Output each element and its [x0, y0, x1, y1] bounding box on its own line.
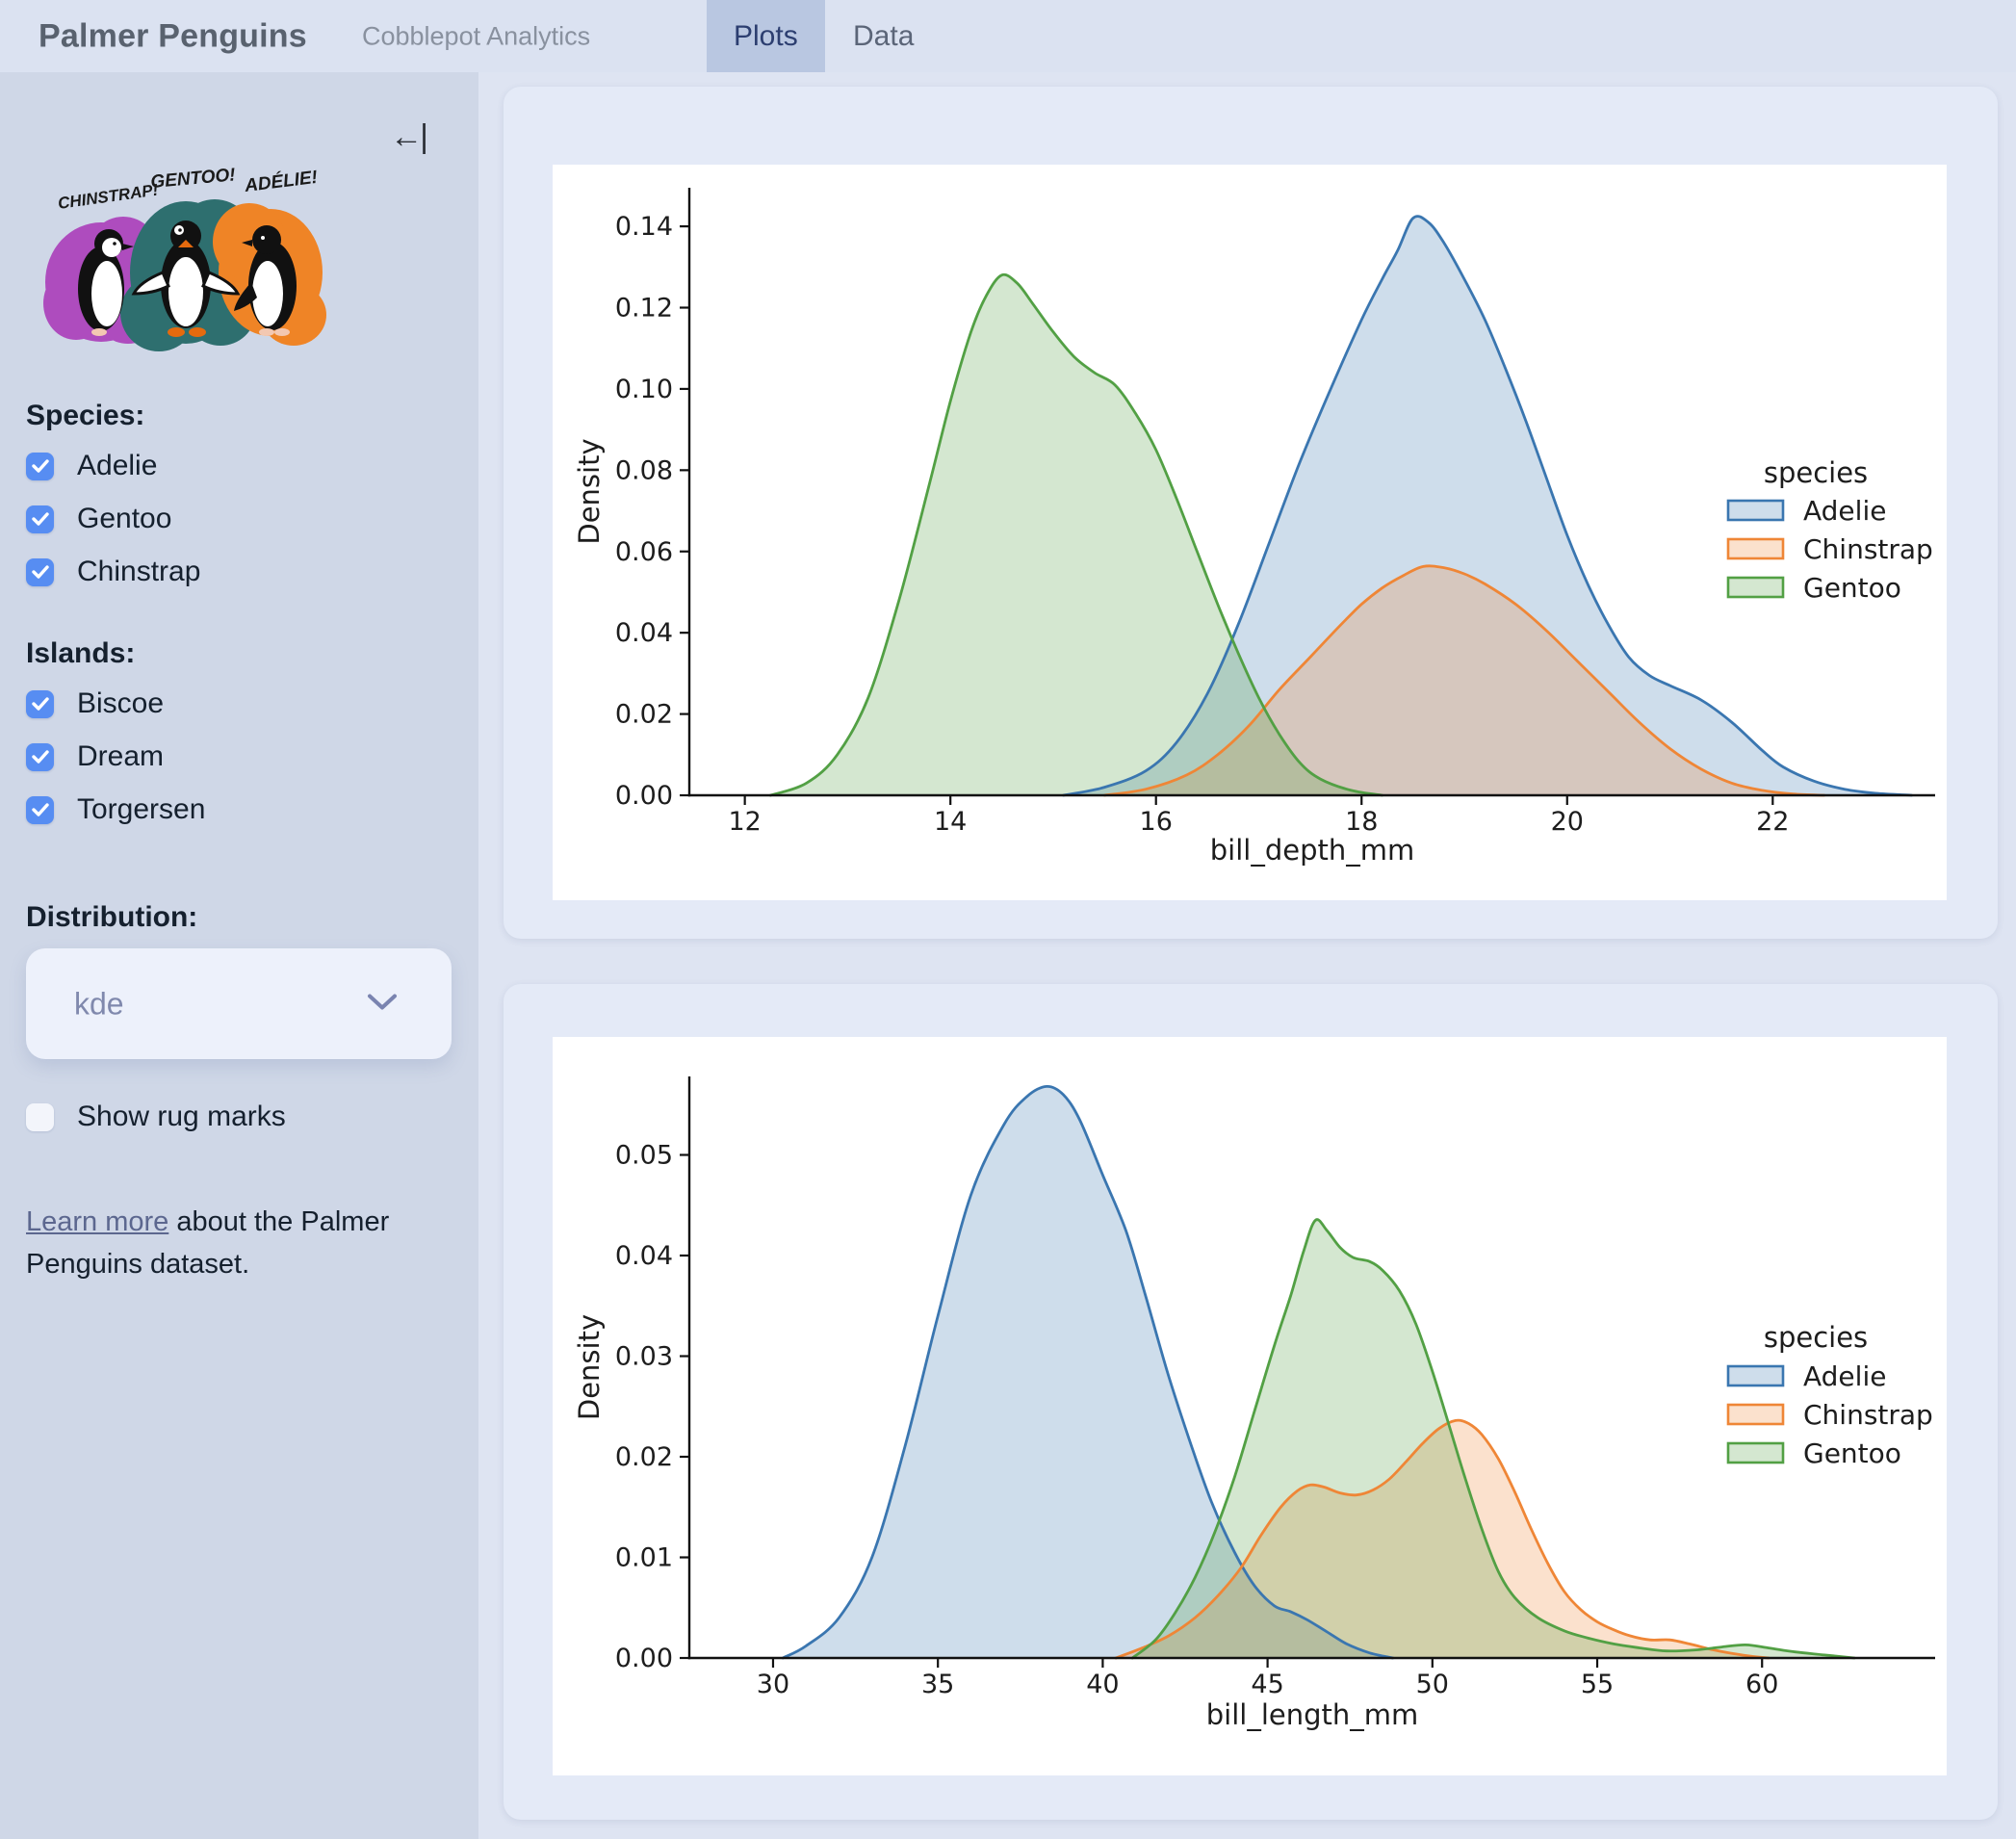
penguins-artwork-image: CHINSTRAP! GENTOO! ADÉLIE!	[43, 165, 326, 351]
svg-text:55: 55	[1581, 1670, 1614, 1699]
svg-text:45: 45	[1251, 1670, 1283, 1699]
nav-tabs: Plots Data	[707, 0, 943, 72]
svg-text:0.00: 0.00	[615, 781, 673, 811]
svg-text:14: 14	[934, 807, 967, 837]
chinstrap-penguin	[78, 229, 134, 336]
svg-text:Gentoo: Gentoo	[1803, 572, 1901, 604]
svg-text:bill_depth_mm: bill_depth_mm	[1210, 834, 1415, 867]
island-checkbox-torgersen[interactable]: Torgersen	[26, 790, 452, 829]
svg-text:60: 60	[1745, 1670, 1778, 1699]
app-header: Palmer Penguins Cobblepot Analytics Plot…	[0, 0, 2016, 72]
sidebar-collapse-icon[interactable]: ←|	[390, 118, 428, 155]
bill-length-figure: 30 35 40 45 50 55 60 0.00 0.01 0.02 0.03 0.04 0.05 bi…	[553, 1037, 1947, 1775]
main-content: 12 14 16 18 20 22 0.00 0.02 0.04 0.06 0.08 0.10 0.12…	[478, 72, 2016, 1839]
rug-marks-checkbox[interactable]: Show rug marks	[26, 1098, 452, 1136]
checkbox-unchecked-icon[interactable]	[26, 1102, 54, 1131]
svg-text:Adelie: Adelie	[1803, 495, 1886, 527]
island-checkbox-dream[interactable]: Dream	[26, 738, 452, 776]
gentoo-label: GENTOO!	[150, 165, 237, 193]
bill-length-kde-chart: 30 35 40 45 50 55 60 0.00 0.01 0.02 0.03 0.04 0.05 bi…	[573, 1076, 1935, 1731]
svg-text:12: 12	[728, 807, 761, 837]
svg-text:Gentoo: Gentoo	[1803, 1438, 1901, 1469]
svg-text:0.05: 0.05	[615, 1141, 673, 1171]
adelie-penguin	[234, 225, 297, 336]
checkbox-checked-icon[interactable]	[26, 742, 54, 771]
checkbox-checked-icon[interactable]	[26, 452, 54, 480]
distribution-select[interactable]: kde	[26, 948, 452, 1059]
species-checkbox-chinstrap[interactable]: Chinstrap	[26, 553, 452, 591]
svg-text:0.14: 0.14	[615, 212, 673, 242]
svg-text:22: 22	[1756, 807, 1789, 837]
checkbox-label: Adelie	[77, 450, 158, 481]
svg-text:40: 40	[1086, 1670, 1119, 1699]
svg-text:species: species	[1764, 456, 1868, 489]
sidebar-collapse-row: ←|	[26, 72, 452, 157]
svg-text:0.04: 0.04	[615, 618, 673, 648]
species-checkbox-adelie[interactable]: Adelie	[26, 447, 452, 485]
svg-text:0.03: 0.03	[615, 1342, 673, 1372]
svg-text:30: 30	[757, 1670, 789, 1699]
svg-text:0.02: 0.02	[615, 1442, 673, 1472]
svg-text:0.02: 0.02	[615, 700, 673, 730]
svg-text:35: 35	[921, 1670, 954, 1699]
svg-text:Density: Density	[573, 1314, 606, 1420]
bill-depth-kde-chart: 12 14 16 18 20 22 0.00 0.02 0.04 0.06 0.08 0.10 0.12…	[573, 188, 1935, 867]
svg-text:0.00: 0.00	[615, 1644, 673, 1673]
svg-text:0.12: 0.12	[615, 294, 673, 324]
checkbox-label: Biscoe	[77, 687, 165, 719]
svg-text:species: species	[1764, 1321, 1868, 1354]
sidebar: ←|	[0, 72, 478, 1839]
learn-more-text: Learn more about the Palmer Penguins dat…	[26, 1202, 411, 1285]
learn-more-rest: about the Palmer Penguins dataset.	[26, 1206, 390, 1280]
svg-text:Chinstrap: Chinstrap	[1803, 533, 1933, 565]
chevron-down-icon	[366, 992, 399, 1016]
checkbox-checked-icon[interactable]	[26, 795, 54, 824]
svg-text:0.06: 0.06	[615, 537, 673, 567]
distribution-select-value: kde	[74, 986, 124, 1021]
svg-text:16: 16	[1140, 807, 1173, 837]
checkbox-label: Torgersen	[77, 793, 206, 825]
svg-text:Adelie: Adelie	[1803, 1360, 1886, 1392]
svg-text:Density: Density	[573, 438, 606, 544]
checkbox-label: Chinstrap	[77, 556, 201, 587]
app-title: Palmer Penguins	[39, 17, 307, 54]
checkbox-label: Dream	[77, 740, 165, 772]
gentoo-penguin	[131, 220, 241, 337]
chinstrap-label: CHINSTRAP!	[57, 181, 160, 213]
svg-text:0.08: 0.08	[615, 455, 673, 485]
bill-depth-figure: 12 14 16 18 20 22 0.00 0.02 0.04 0.06 0.08 0.10 0.12…	[553, 165, 1947, 900]
checkbox-label: Gentoo	[77, 503, 172, 534]
svg-text:20: 20	[1551, 807, 1584, 837]
svg-text:bill_length_mm: bill_length_mm	[1206, 1698, 1419, 1731]
svg-text:18: 18	[1345, 807, 1378, 837]
svg-text:0.01: 0.01	[615, 1543, 673, 1573]
checkbox-checked-icon[interactable]	[26, 557, 54, 586]
bill-depth-card: 12 14 16 18 20 22 0.00 0.02 0.04 0.06 0.08 0.10 0.12…	[504, 87, 1998, 939]
svg-text:50: 50	[1416, 1670, 1449, 1699]
tab-plots[interactable]: Plots	[707, 0, 825, 72]
island-checkbox-biscoe[interactable]: Biscoe	[26, 685, 452, 723]
checkbox-checked-icon[interactable]	[26, 505, 54, 533]
app-subtitle: Cobblepot Analytics	[362, 21, 591, 50]
checkbox-checked-icon[interactable]	[26, 689, 54, 718]
learn-more-link[interactable]: Learn more	[26, 1206, 169, 1237]
tab-data[interactable]: Data	[853, 19, 915, 52]
species-heading: Species:	[26, 400, 145, 431]
islands-heading: Islands:	[26, 637, 136, 669]
svg-text:Chinstrap: Chinstrap	[1803, 1399, 1933, 1431]
svg-text:0.04: 0.04	[615, 1241, 673, 1271]
distribution-heading: Distribution:	[26, 901, 198, 933]
checkbox-label: Show rug marks	[77, 1101, 286, 1132]
bill-length-card: 30 35 40 45 50 55 60 0.00 0.01 0.02 0.03 0.04 0.05 bi…	[504, 984, 1998, 1820]
adelie-label: ADÉLIE!	[243, 167, 319, 196]
species-checkbox-gentoo[interactable]: Gentoo	[26, 500, 452, 538]
svg-text:0.10: 0.10	[615, 375, 673, 404]
